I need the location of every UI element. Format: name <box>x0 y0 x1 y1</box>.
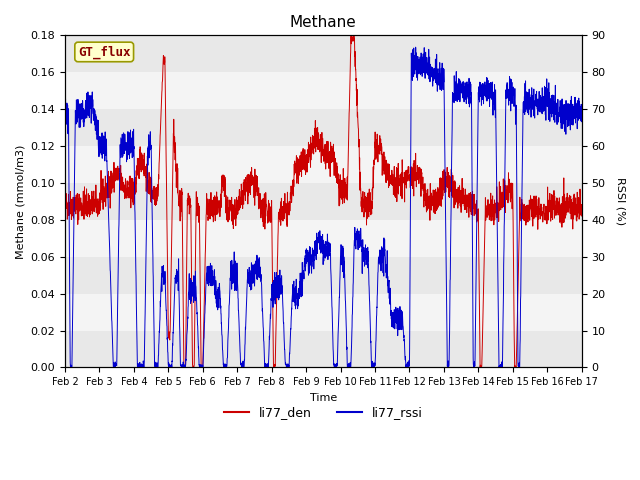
Bar <box>65 109 582 146</box>
Title: Methane: Methane <box>290 15 356 30</box>
Text: GT_flux: GT_flux <box>78 45 131 59</box>
X-axis label: Time: Time <box>310 393 337 403</box>
Bar <box>65 294 582 331</box>
Bar <box>65 72 582 109</box>
Bar <box>65 183 582 220</box>
Bar <box>65 331 582 367</box>
Legend: li77_den, li77_rssi: li77_den, li77_rssi <box>219 401 428 424</box>
Y-axis label: Methane (mmol/m3): Methane (mmol/m3) <box>15 144 25 259</box>
Bar <box>65 36 582 72</box>
Y-axis label: RSSI (%): RSSI (%) <box>615 177 625 226</box>
Bar <box>65 257 582 294</box>
Bar <box>65 146 582 183</box>
Bar <box>65 220 582 257</box>
